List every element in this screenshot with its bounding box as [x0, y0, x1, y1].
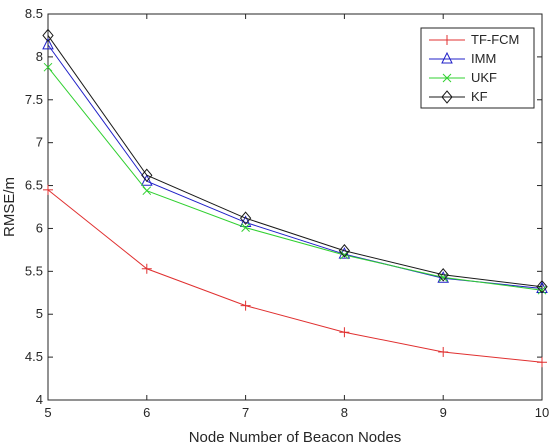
y-tick-label: 6 [36, 220, 43, 235]
plus-marker [438, 346, 449, 357]
diamond-marker [239, 211, 252, 225]
legend-item: TF-FCM [429, 32, 519, 47]
legend: TF-FCM IMM UKF KF [420, 27, 535, 109]
x-tick-label: 5 [44, 405, 51, 420]
series-line [47, 66, 543, 291]
x-marker [340, 250, 349, 260]
legend-item: IMM [429, 51, 496, 66]
legend-box [420, 27, 535, 109]
legend-label: UKF [471, 70, 497, 85]
x-tick-label: 8 [341, 405, 348, 420]
y-tick-label: 8 [36, 49, 43, 64]
x-axis: 5 6 7 8 9 10 [44, 14, 549, 420]
y-tick-label: 4.5 [25, 349, 43, 364]
series-layer [42, 28, 548, 368]
diamond-marker [536, 279, 548, 294]
y-tick-label: 7 [36, 135, 43, 150]
y-tick-label: 7.5 [25, 92, 43, 107]
legend-item: KF [429, 89, 488, 104]
plus-marker [141, 263, 152, 274]
legend-item: UKF [429, 70, 497, 85]
legend-label: IMM [471, 51, 496, 66]
x-tick-label: 7 [242, 405, 249, 420]
triangle-marker [42, 37, 54, 50]
x-tick-label: 10 [535, 405, 549, 420]
y-tick-label: 5.5 [25, 263, 43, 278]
x-tick-label: 9 [440, 405, 447, 420]
x-marker [537, 285, 547, 295]
legend-label: KF [471, 89, 488, 104]
series-kf [42, 28, 548, 294]
plus-marker [339, 327, 350, 338]
diamond-marker [141, 168, 153, 183]
triangle-marker [140, 174, 153, 186]
diamond-marker [338, 243, 351, 258]
y-tick-label: 6.5 [25, 178, 43, 193]
triangle-marker [441, 51, 453, 64]
y-axis-label: RMSE/m [1, 177, 18, 237]
y-tick-label: 4 [36, 392, 43, 407]
x-marker [142, 186, 152, 196]
x-marker [241, 223, 250, 232]
x-axis-label: Node Number of Beacon Nodes [189, 429, 402, 446]
plus-marker [537, 357, 547, 368]
series-tf-fcm [43, 184, 547, 368]
x-marker [442, 73, 452, 83]
series-line [47, 35, 543, 288]
diamond-marker [441, 90, 453, 104]
series-line [47, 189, 543, 363]
plus-marker [43, 184, 53, 195]
y-tick-label: 5 [36, 306, 43, 321]
y-axis: 4 4.5 5 5.5 6 6.5 7 7.5 8 8.5 [25, 6, 542, 407]
diamond-marker [437, 267, 449, 282]
y-tick-label: 8.5 [25, 6, 43, 21]
x-tick-label: 6 [143, 405, 150, 420]
x-marker [43, 62, 53, 72]
diamond-marker [42, 28, 54, 43]
series-ukf [43, 62, 547, 295]
plus-marker [240, 300, 251, 311]
plus-marker [442, 35, 452, 45]
legend-label: TF-FCM [471, 32, 519, 47]
